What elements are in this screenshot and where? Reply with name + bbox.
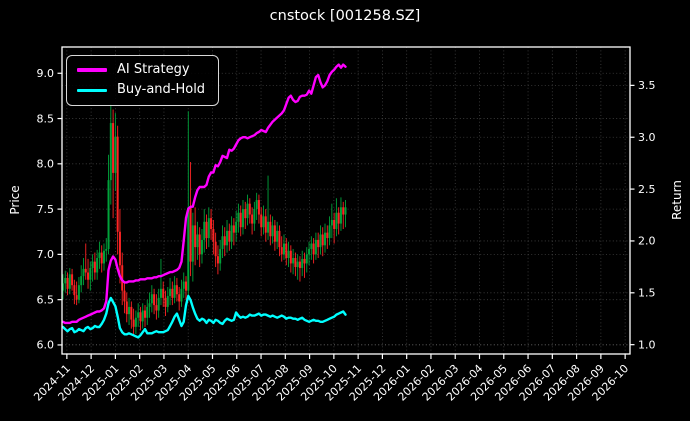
right-axis-label: Return	[670, 180, 684, 220]
ai-strategy-line	[61, 63, 347, 325]
legend-label-ai-strategy: AI Strategy	[117, 62, 190, 77]
chart-title: cnstock [001258.SZ]	[269, 8, 421, 24]
axis-tick-labels: 6.06.57.07.58.08.59.01.01.52.02.53.03.52…	[31, 67, 655, 404]
axis-ticks	[57, 72, 635, 359]
candlestick-series	[61, 104, 347, 336]
buy-and-hold-swatch	[77, 88, 107, 93]
legend-item-ai-strategy: AI Strategy	[77, 62, 205, 77]
legend-label-buy-and-hold: Buy-and-Hold	[117, 82, 206, 98]
left-axis-label: Price	[8, 185, 22, 215]
right-tick-label: 1.5	[638, 287, 656, 300]
right-tick-label: 2.0	[638, 235, 656, 248]
left-tick-label: 8.5	[37, 112, 55, 125]
left-tick-label: 9.0	[37, 67, 55, 80]
right-tick-label: 2.5	[638, 183, 656, 196]
left-tick-label: 8.0	[37, 158, 55, 171]
plot-border	[61, 46, 631, 355]
left-tick-label: 6.0	[37, 339, 55, 352]
left-tick-label: 7.0	[37, 248, 55, 261]
legend: AI Strategy Buy-and-Hold	[66, 55, 220, 106]
legend-item-buy-and-hold: Buy-and-Hold	[77, 82, 206, 98]
buy-and-hold-line	[61, 294, 347, 339]
right-tick-label: 3.5	[638, 79, 656, 92]
ai-strategy-swatch	[77, 68, 107, 72]
left-tick-label: 7.5	[37, 203, 55, 216]
left-tick-label: 6.5	[37, 293, 55, 306]
right-tick-label: 3.0	[638, 131, 656, 144]
right-tick-label: 1.0	[638, 338, 656, 351]
